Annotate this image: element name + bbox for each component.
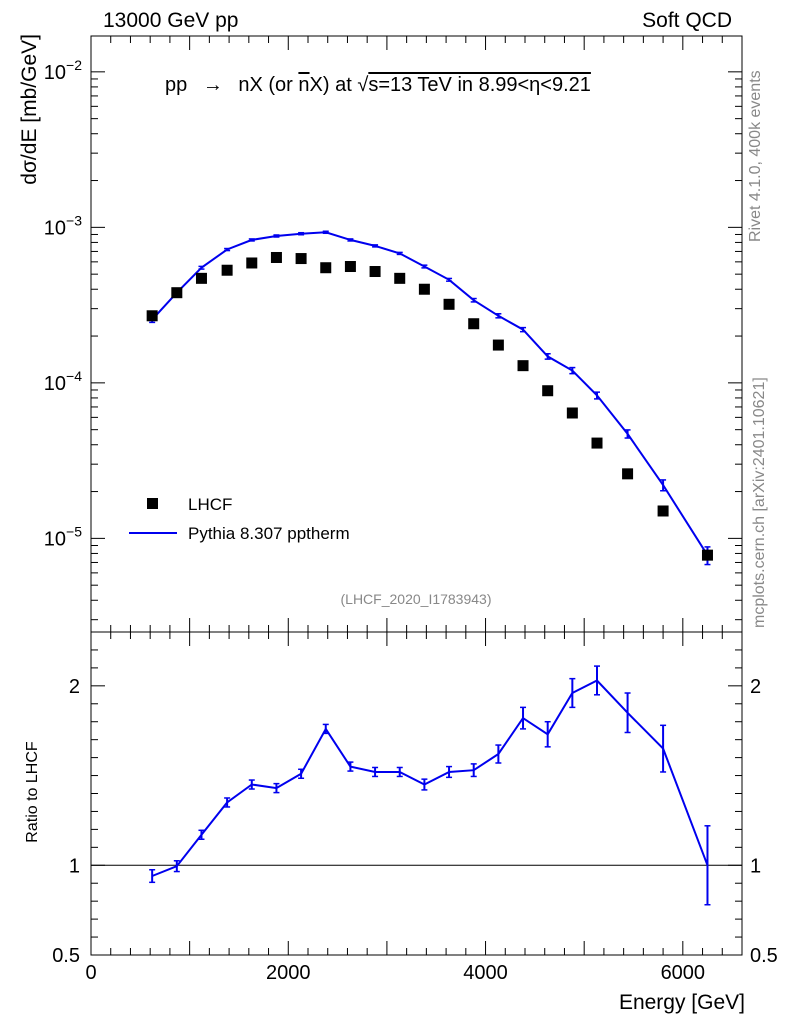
pythia-error-bar [544,352,551,360]
main-axis-ticks: 10−5 10−4 10−3 10−2 [44,36,743,632]
lhcf-point [418,283,430,295]
ratio-error-bar [704,825,711,906]
pythia-error-bar [594,391,601,400]
lhcf-point [657,505,669,517]
header-right: Soft QCD [642,9,732,32]
lhcf-point [566,407,578,419]
pythia-error-bar [446,277,453,282]
ratio-error-bar [347,761,354,772]
main-y-tick-label: 10−2 [44,57,82,84]
ratio-error-bar [149,869,156,884]
ratio-error-bar [544,720,551,748]
legend-label-pythia: Pythia 8.307 pptherm [188,524,350,543]
lhcf-point [468,318,480,330]
lhcf-point [295,253,307,265]
ratio-plot-frame [90,631,743,956]
ratio-y-tick-label-right: 2 [750,676,761,698]
ratio-axis-ticks: 0.5 0.5 1 1 2 2 0 2000 4000 6000 [52,631,778,984]
pythia-error-bar [224,247,231,252]
pythia-error-bar [248,238,255,242]
lhcf-point [344,261,356,273]
ratio-error-bar [594,665,601,696]
x-axis-title: Energy [GeV] [619,991,745,1014]
ratio-error-bar [198,829,205,841]
ratio-error-bar [624,692,631,734]
ratio-error-bar [372,766,379,778]
ratio-data-layer [149,665,711,906]
ratio-error-bar [470,763,477,778]
ratio-y-tick-label-right: 0.5 [750,945,778,967]
ratio-line [151,679,709,877]
lhcf-point [701,549,713,561]
lhcf-point [320,262,332,274]
ratio-error-bar [298,768,305,779]
legend-label-lhcf: LHCF [188,495,232,514]
main-y-axis-title: dσ/dE [mb/GeV] [18,34,41,185]
pythia-error-bar [660,479,667,492]
lhcf-point [443,298,455,310]
ratio-error-bar [224,797,231,808]
lhcf-point [394,272,406,284]
pythia-error-bar [273,234,280,238]
ratio-error-bar [495,744,502,764]
legend-marker-lhcf [147,498,158,509]
pythia-error-bar [495,313,502,319]
lhcf-point [270,251,282,263]
ratio-error-bar [520,706,527,730]
pythia-line [151,231,709,556]
ratio-error-bar [396,766,403,778]
pythia-error-bar [396,251,403,256]
pythia-error-bar [569,366,576,375]
lhcf-point [622,468,634,480]
pythia-error-bar [624,429,631,439]
lhcf-point [517,360,529,372]
analysis-id: (LHCF_2020_I1783943) [341,591,492,607]
ratio-y-tick-label-right: 1 [750,855,761,877]
lhcf-point [542,385,554,397]
ratio-y-tick-label: 0.5 [52,945,80,967]
ratio-error-bar [446,765,453,779]
plot-title: pp → nX (or nX) at √s=13 TeV in 8.99<η<9… [165,74,591,96]
ratio-error-bar [569,677,576,709]
ratio-error-bar [173,860,180,873]
lhcf-point [221,264,233,276]
lhcf-point [492,339,504,351]
rivet-label: Rivet 4.1.0, 400k events [747,70,764,242]
ratio-y-tick-label: 1 [69,855,80,877]
x-tick-label: 2000 [266,962,311,984]
lhcf-point [195,272,207,284]
lhcf-point [146,310,158,322]
ratio-y-axis-title: Ratio to LHCF [24,741,41,843]
main-y-tick-label: 10−4 [44,368,82,395]
main-y-tick-label: 10−3 [44,212,82,239]
lhcf-point [591,437,603,449]
ratio-error-bar [273,782,280,794]
x-tick-label: 4000 [463,962,508,984]
ratio-error-bar [248,779,255,790]
ratio-error-bar [660,724,667,773]
pythia-error-bar [372,244,379,248]
pythia-error-bar [470,297,477,303]
x-tick-label: 0 [85,962,96,984]
pythia-error-bar [198,265,205,270]
pythia-error-bar [298,231,305,236]
x-tick-label: 6000 [661,962,706,984]
main-y-tick-label: 10−5 [44,523,82,550]
pythia-error-bar [322,230,329,235]
ratio-error-bar [421,778,428,791]
ratio-y-tick-label: 2 [69,676,80,698]
ratio-error-bar [322,723,329,735]
lhcf-point [171,287,183,299]
header-left: 13000 GeV pp [103,9,238,32]
mcplots-label: mcplots.cern.ch [arXiv:2401.10621] [751,377,768,628]
main-data-layer [146,230,713,566]
pythia-error-bar [520,326,527,333]
pythia-error-bar [347,238,354,242]
lhcf-point [246,257,258,269]
pythia-error-bar [421,264,428,269]
lhcf-point [369,266,381,278]
